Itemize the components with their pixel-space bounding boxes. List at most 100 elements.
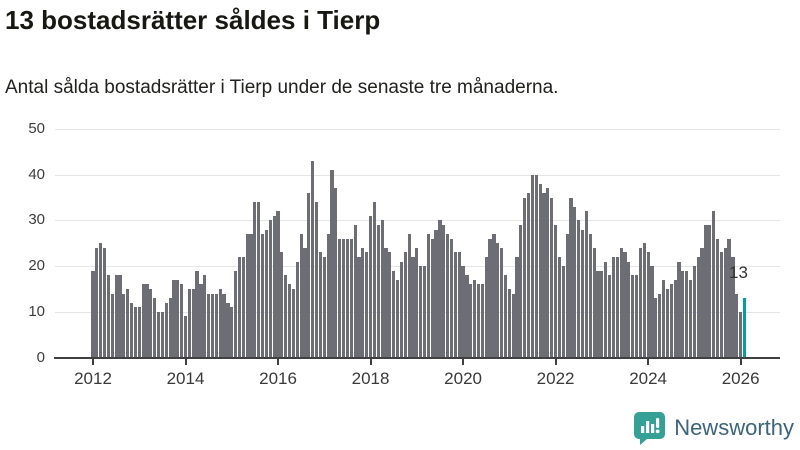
- bar: [234, 270, 238, 358]
- bar: [102, 247, 107, 358]
- bar: [133, 307, 137, 358]
- bar: [446, 234, 450, 358]
- bar: [615, 256, 619, 358]
- page-title: 13 bostadsrätter såldes i Tierp: [5, 5, 381, 35]
- bar: [210, 293, 215, 358]
- bar: [661, 279, 666, 358]
- bar: [214, 293, 218, 358]
- gridline: [55, 129, 780, 130]
- bar: [735, 293, 739, 358]
- bar: [176, 279, 180, 358]
- bar: [156, 311, 161, 358]
- bar: [203, 275, 207, 358]
- bar: [627, 261, 631, 358]
- bar: [106, 275, 110, 358]
- x-axis-tick: [647, 358, 650, 365]
- bar: [584, 211, 589, 358]
- bar: [573, 206, 577, 358]
- bar: [638, 247, 642, 358]
- bar: [334, 188, 338, 358]
- bar: [195, 270, 199, 358]
- bar: [430, 238, 434, 358]
- bar: [658, 293, 662, 358]
- bar: [99, 243, 103, 358]
- bar: [723, 247, 727, 358]
- bar: [577, 220, 581, 358]
- bar: [538, 183, 542, 358]
- y-axis-tick-label: 40: [28, 165, 45, 183]
- bar: [419, 266, 423, 358]
- bar: [295, 261, 299, 358]
- bar: [365, 252, 369, 358]
- bar: [565, 234, 569, 358]
- x-axis-tick-label: 2024: [629, 368, 668, 388]
- bar: [449, 238, 454, 358]
- bar: [550, 197, 554, 358]
- bar: [280, 252, 284, 358]
- bar: [407, 234, 411, 358]
- bar: [257, 202, 261, 358]
- bar: [484, 256, 488, 358]
- bar: [607, 275, 612, 358]
- bar: [341, 238, 346, 358]
- bar: [646, 252, 650, 358]
- x-axis-tick-label: 2016: [259, 368, 297, 388]
- bar: [426, 234, 430, 358]
- bar: [442, 224, 446, 358]
- bar: [218, 288, 222, 358]
- bar: [303, 247, 307, 358]
- y-axis-tick-label: 50: [28, 120, 45, 137]
- bar: [634, 275, 639, 358]
- bar: [164, 302, 168, 358]
- bar: [129, 302, 134, 358]
- bar: [199, 284, 203, 358]
- bar: [519, 224, 523, 358]
- bar: [700, 247, 704, 358]
- bar: [345, 238, 350, 358]
- bar: [272, 215, 276, 358]
- bar: [669, 284, 673, 358]
- bar: [180, 284, 184, 358]
- bar: [719, 252, 723, 358]
- bar: [222, 293, 226, 358]
- bar: [453, 252, 457, 358]
- bar: [515, 256, 519, 358]
- bar: [145, 284, 149, 358]
- bar: [727, 238, 731, 358]
- y-axis-tick-label: 0: [36, 348, 45, 366]
- bar: [237, 256, 242, 358]
- bar: [187, 288, 191, 358]
- bar: [715, 238, 720, 358]
- bar: [91, 270, 95, 358]
- bar: [141, 284, 145, 358]
- bar: [172, 279, 176, 358]
- bar: [692, 266, 696, 358]
- bar: [168, 298, 172, 358]
- bar: [226, 302, 230, 358]
- bar: [349, 238, 353, 358]
- bar: [291, 288, 296, 358]
- bar: [580, 229, 585, 358]
- bar: [492, 234, 496, 358]
- bar: [592, 247, 596, 358]
- y-axis-tick-label: 30: [28, 211, 45, 229]
- bar: [503, 275, 508, 358]
- bar: [361, 247, 365, 358]
- y-axis-tick-label: 20: [28, 257, 45, 275]
- bar: [476, 284, 481, 358]
- bar: [376, 224, 380, 358]
- gridline: [55, 220, 780, 222]
- brand-logo[interactable]: Newsworthy: [633, 411, 794, 445]
- bar: [500, 247, 504, 358]
- bar: [318, 252, 323, 358]
- bar: [395, 279, 400, 358]
- bar: [353, 224, 357, 358]
- bar: [126, 288, 130, 358]
- bar: [542, 192, 546, 358]
- x-axis-tick: [462, 358, 465, 365]
- bar: [322, 256, 326, 358]
- x-axis-tick-label: 2020: [444, 368, 482, 388]
- bar: [253, 202, 257, 358]
